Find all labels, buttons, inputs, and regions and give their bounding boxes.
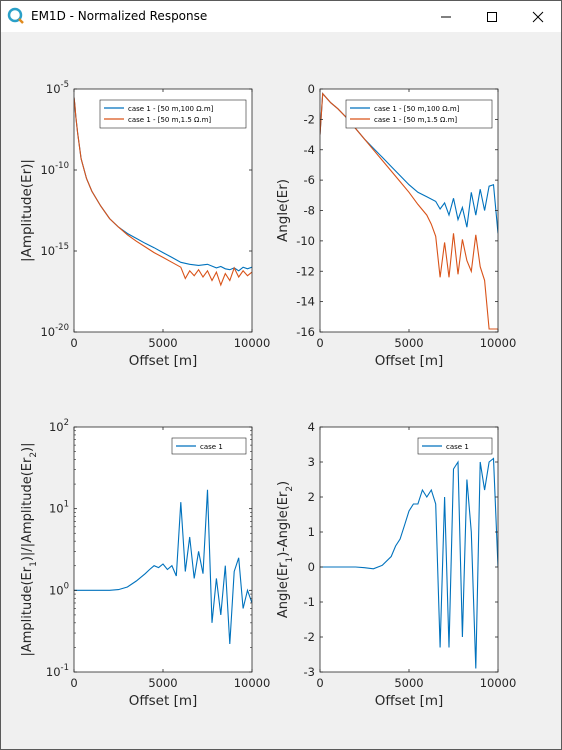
y-axis-label: Angle(Er1)-Angle(Er2) — [276, 481, 295, 618]
y-tick-label: 3 — [308, 455, 315, 469]
legend-box — [417, 437, 493, 455]
y-tick-label: -1 — [304, 595, 315, 609]
legend-entry: case 1 - [50 m,100 Ω.m] — [128, 105, 214, 113]
maximize-icon — [487, 12, 497, 22]
y-tick-label: 10-1 — [46, 663, 69, 679]
chart-3: 0 5000 10000 10-1 100 101 102 Offset [m] |Amplit… — [20, 418, 270, 709]
y-tick-label: -16 — [296, 325, 315, 339]
x-tick-label: 5000 — [394, 336, 423, 350]
y-tick-label: 10-5 — [46, 80, 69, 96]
legend[interactable]: case 1 - [50 m,100 Ω.m] case 1 - [50 m,1.… — [345, 99, 493, 129]
x-tick-label: 10000 — [480, 336, 517, 350]
y-tick-label: -2 — [304, 630, 315, 644]
y-tick-label: 102 — [49, 418, 69, 434]
chart-1: 0 5000 10000 10-20 10-15 10-10 10-5 Offset [m] |… — [19, 80, 270, 369]
y-tick-label: 0 — [308, 560, 315, 574]
y-axis-label: |Amplitude(Er)| — [19, 159, 35, 262]
x-tick-label: 10000 — [480, 676, 517, 690]
x-tick-label: 0 — [316, 676, 323, 690]
close-button[interactable] — [515, 1, 561, 32]
series-line-1 — [74, 489, 252, 645]
legend-entry: case 1 - [50 m,100 Ω.m] — [374, 105, 460, 113]
y-tick-label: 1 — [308, 525, 315, 539]
window-title: EM1D - Normalized Response — [31, 9, 208, 23]
y-tick-label: 2 — [308, 490, 315, 504]
series-line-2 — [74, 97, 252, 287]
legend[interactable]: case 1 — [417, 437, 493, 455]
y-tick-label: -14 — [296, 295, 315, 309]
chart-2: 0 5000 10000 -16 -14 -12 -10 -8 -6 -4 -2 0 Offset [m… — [275, 82, 516, 369]
x-tick-label: 0 — [70, 336, 77, 350]
minimize-icon — [441, 16, 451, 18]
x-tick-label: 5000 — [148, 676, 177, 690]
y-tick-label: -12 — [296, 264, 315, 278]
app-logo-icon — [7, 7, 24, 24]
x-axis-label: Offset [m] — [129, 693, 198, 709]
legend-box — [345, 99, 493, 129]
legend-entry: case 1 - [50 m,1.5 Ω.m] — [128, 116, 211, 124]
y-tick-label: -10 — [296, 234, 315, 248]
y-tick-label: -4 — [304, 143, 315, 157]
x-axis-label: Offset [m] — [129, 353, 198, 369]
x-tick-label: 0 — [316, 336, 323, 350]
y-tick-label: 10-20 — [40, 323, 69, 339]
y-axis-label: Angle(Er) — [275, 179, 291, 242]
close-icon — [532, 11, 544, 23]
title-bar[interactable]: EM1D - Normalized Response — [1, 1, 561, 32]
y-tick-label: 10-10 — [40, 161, 69, 177]
y-tick-label: -8 — [304, 204, 315, 218]
legend-entry: case 1 — [200, 443, 223, 451]
y-tick-label: 4 — [308, 420, 315, 434]
plot-area — [320, 89, 498, 332]
plot-area — [74, 427, 252, 672]
y-tick-label: -3 — [304, 665, 315, 679]
legend[interactable]: case 1 — [171, 437, 247, 455]
legend-box — [99, 99, 247, 129]
x-tick-label: 10000 — [234, 336, 271, 350]
legend-box — [171, 437, 247, 455]
y-tick-label: 10-15 — [40, 242, 69, 258]
y-tick-label: -6 — [304, 173, 315, 187]
y-tick-label: 0 — [308, 82, 315, 96]
x-tick-label: 5000 — [148, 336, 177, 350]
maximize-button[interactable] — [469, 1, 515, 32]
y-axis-label: |Amplitude(Er1)|/|Amplitude(Er2)| — [20, 442, 39, 656]
x-axis-label: Offset [m] — [375, 353, 444, 369]
chart-4: 0 5000 10000 -3 -2 -1 0 1 2 3 4 Offset [m] Angle(Er1… — [276, 420, 516, 709]
minimize-button[interactable] — [423, 1, 469, 32]
legend-entry: case 1 - [50 m,1.5 Ω.m] — [374, 116, 457, 124]
series-line-1 — [320, 457, 498, 669]
plot-area — [320, 427, 498, 672]
legend-entry: case 1 — [446, 443, 469, 451]
y-tick-label: 100 — [49, 581, 69, 597]
x-tick-label: 10000 — [234, 676, 271, 690]
x-tick-label: 5000 — [394, 676, 423, 690]
y-tick-label: 101 — [49, 500, 69, 516]
x-tick-label: 0 — [70, 676, 77, 690]
y-tick-label: -2 — [304, 112, 315, 126]
legend[interactable]: case 1 - [50 m,100 Ω.m] case 1 - [50 m,1.… — [99, 99, 247, 129]
x-axis-label: Offset [m] — [375, 693, 444, 709]
